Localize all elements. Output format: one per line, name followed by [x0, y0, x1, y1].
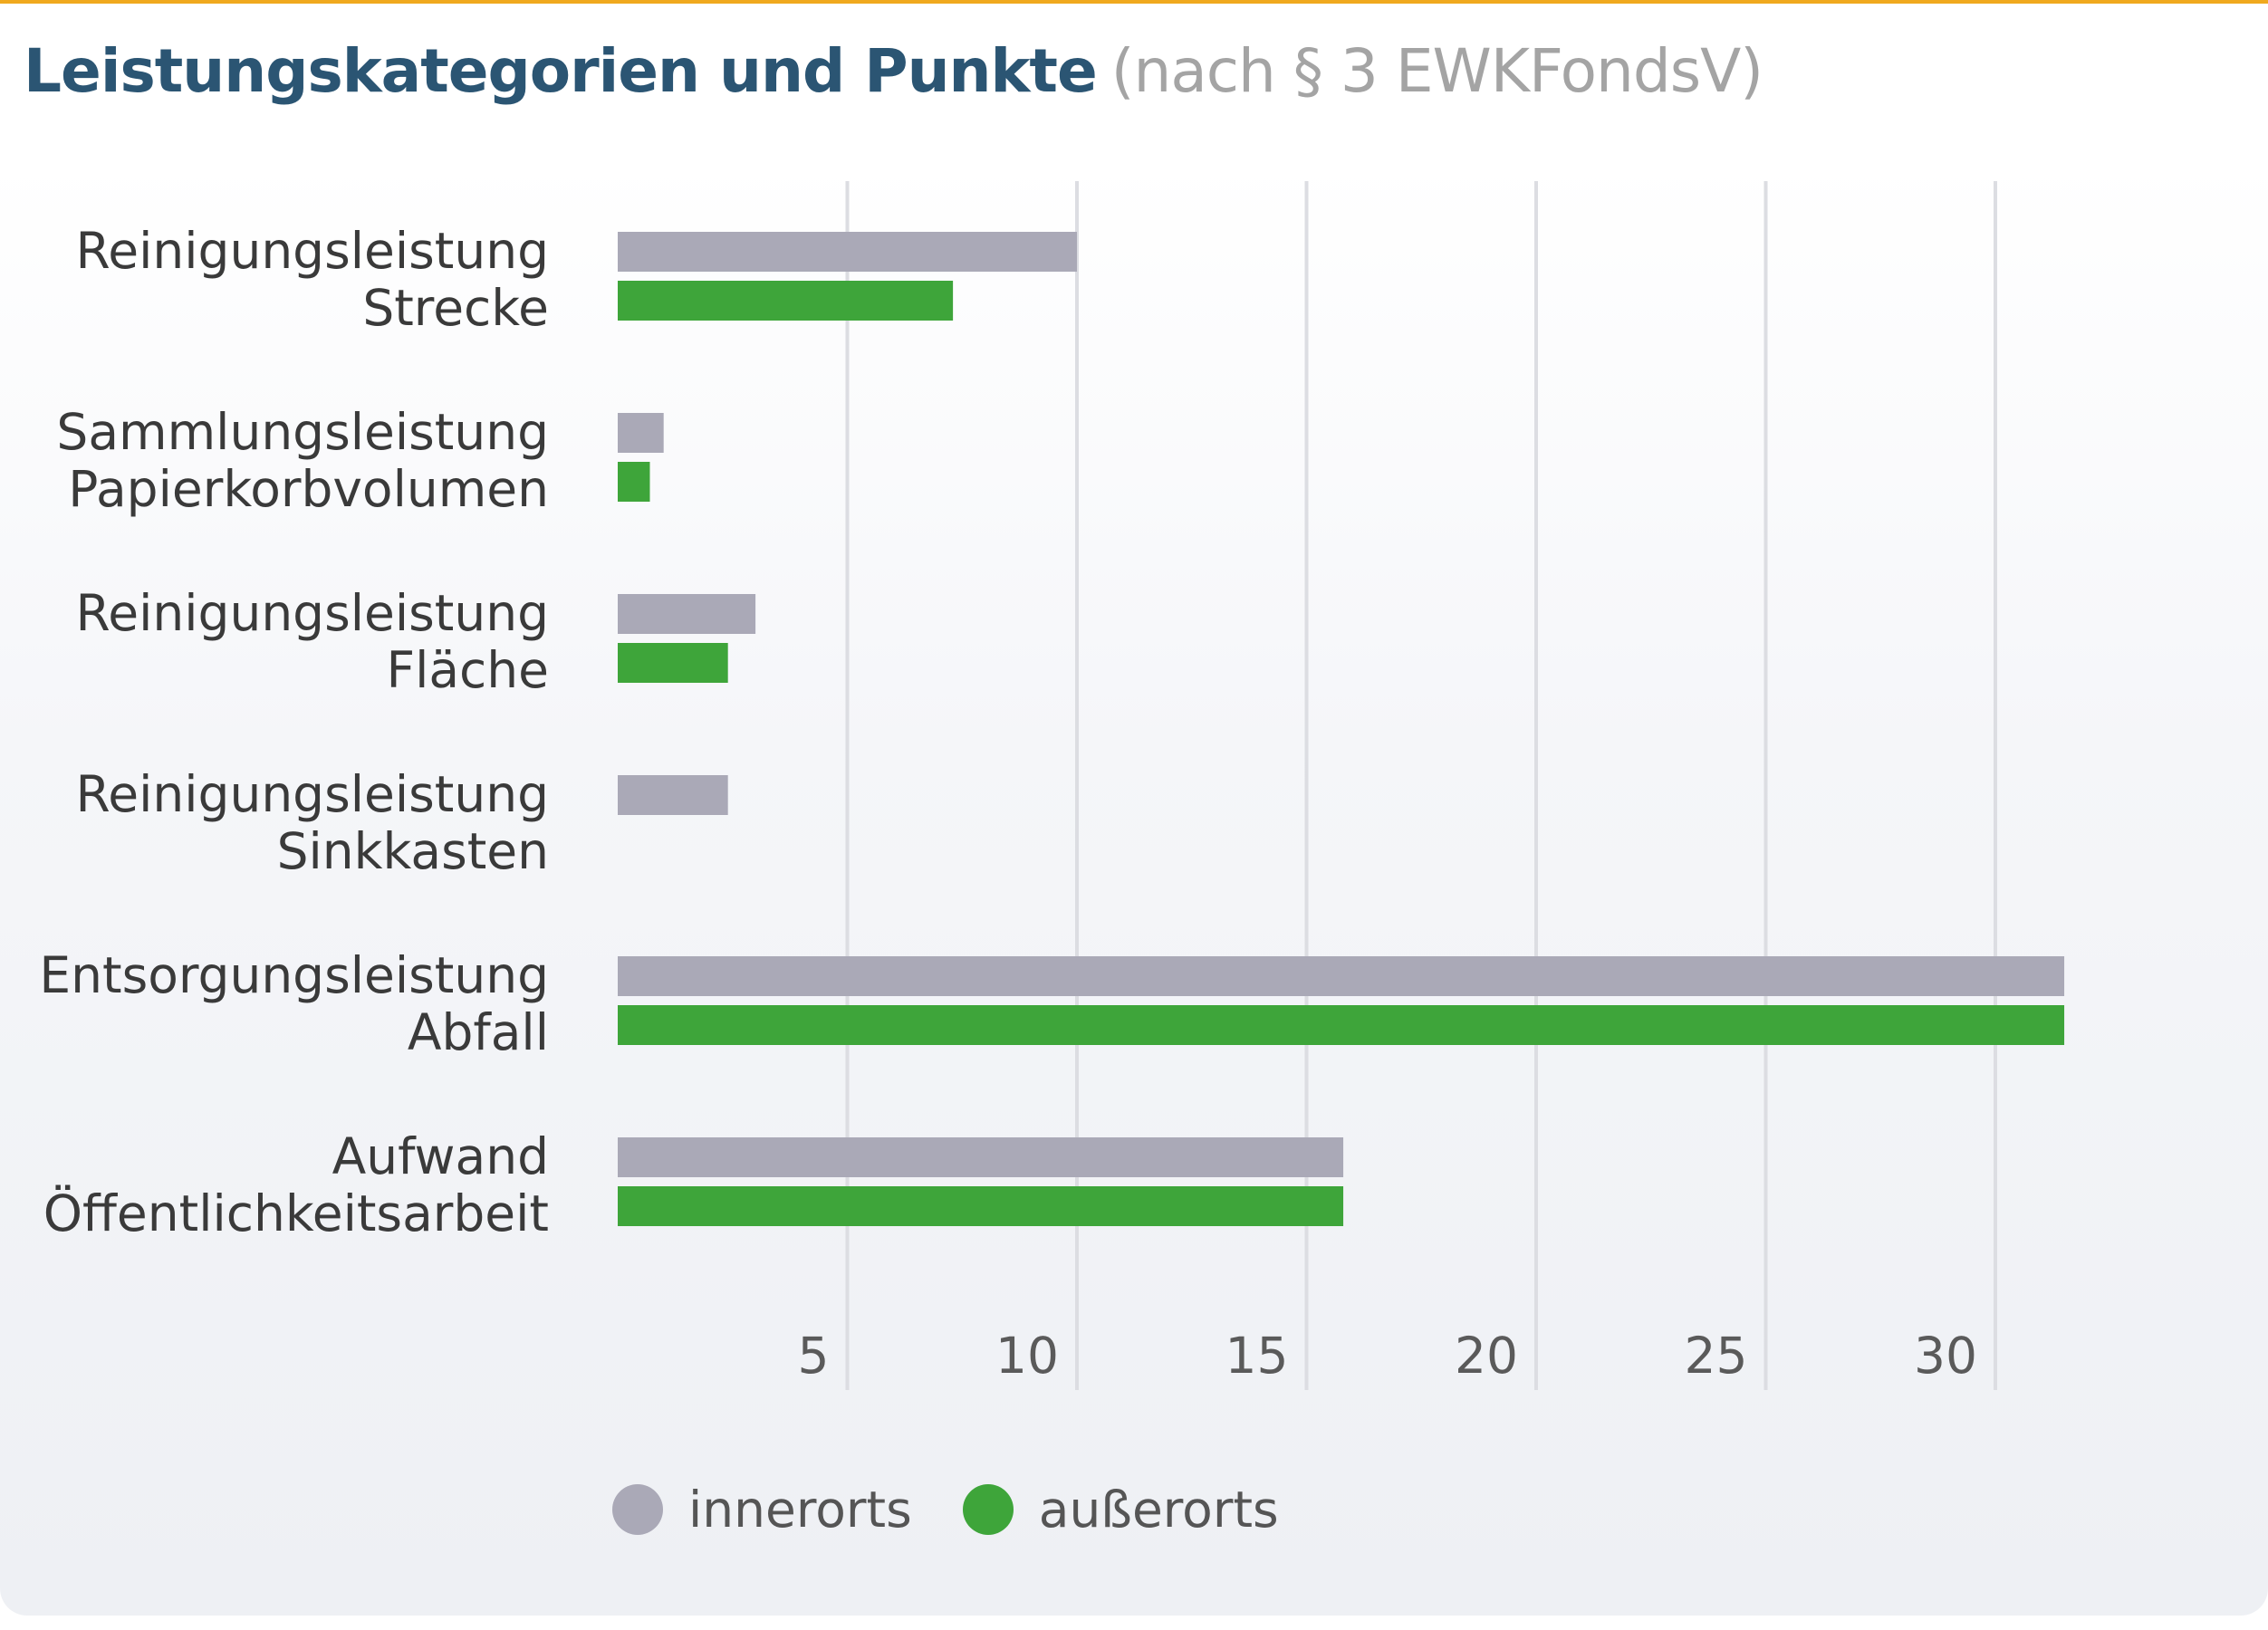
chart-subtitle: (nach § 3 EWKFondsV)	[1110, 36, 1763, 106]
x-tick-label: 25	[1685, 1327, 1748, 1385]
category-label: Öffentlichkeitsarbeit	[43, 1184, 549, 1242]
bar-innerorts-2	[618, 594, 756, 634]
legend-dot-ausserorts	[962, 1484, 1014, 1535]
category-label: Papierkorbvolumen	[68, 460, 549, 518]
x-tick-label: 15	[1225, 1327, 1289, 1385]
x-tick-label: 10	[995, 1327, 1059, 1385]
bar-innerorts-1	[618, 413, 664, 453]
bar-innerorts-4	[618, 956, 2065, 996]
category-label: Aufwand	[332, 1127, 549, 1185]
legend-dot-innerorts	[612, 1484, 663, 1535]
x-tick-label: 30	[1914, 1327, 1977, 1385]
legend-label-innerorts: innerorts	[688, 1481, 912, 1539]
bar-innerorts-5	[618, 1137, 1344, 1177]
legend: innerorts außerorts	[612, 1478, 1330, 1541]
bar-ausserorts-5	[618, 1186, 1344, 1226]
category-label: Sammlungsleistung	[56, 403, 549, 461]
bar-innerorts-0	[618, 232, 1077, 272]
x-tick-label: 20	[1455, 1327, 1518, 1385]
category-label: Entsorgungsleistung	[39, 946, 549, 1004]
category-label: Reinigungsleistung	[76, 222, 549, 280]
bar-ausserorts-0	[618, 281, 954, 321]
category-label: Strecke	[362, 279, 549, 337]
chart-title-row: Leistungskategorien und Punkte (nach § 3…	[24, 36, 1763, 118]
chart-title: Leistungskategorien und Punkte	[24, 36, 1098, 106]
legend-label-ausserorts: außerorts	[1038, 1481, 1279, 1539]
x-tick-label: 5	[798, 1327, 830, 1385]
legend-item-ausserorts: außerorts	[962, 1481, 1279, 1539]
top-accent-rule	[0, 0, 2268, 4]
category-label: Reinigungsleistung	[76, 765, 549, 823]
bar-ausserorts-4	[618, 1005, 2065, 1045]
category-label: Fläche	[386, 641, 549, 699]
legend-item-innerorts: innerorts	[612, 1481, 912, 1539]
bar-ausserorts-1	[618, 462, 650, 502]
bar-innerorts-3	[618, 775, 728, 815]
bar-ausserorts-2	[618, 643, 728, 683]
chart-panel	[0, 163, 2268, 1616]
category-label: Sinkkasten	[277, 822, 549, 880]
category-label: Abfall	[408, 1003, 549, 1061]
category-label: Reinigungsleistung	[76, 584, 549, 642]
